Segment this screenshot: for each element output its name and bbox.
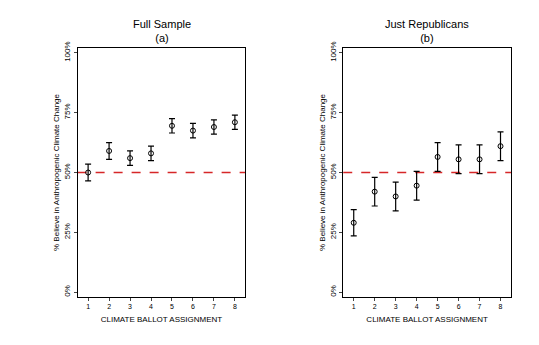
svg-text:% Believe in Anthropogenic Cli: % Believe in Anthropogenic Climate Chang…: [52, 93, 61, 251]
svg-text:100%: 100%: [63, 41, 72, 61]
svg-text:0%: 0%: [329, 285, 338, 297]
svg-text:100%: 100%: [329, 41, 338, 61]
svg-text:CLIMATE BALLOT ASSIGNMENT: CLIMATE BALLOT ASSIGNMENT: [366, 315, 488, 324]
svg-text:% Believe in Anthropogenic Cli: % Believe in Anthropogenic Climate Chang…: [318, 93, 327, 251]
svg-text:CLIMATE BALLOT ASSIGNMENT: CLIMATE BALLOT ASSIGNMENT: [101, 315, 223, 324]
svg-text:50%: 50%: [63, 163, 72, 179]
svg-text:4: 4: [149, 303, 153, 310]
svg-text:Just Republicans(b): Just Republicans(b): [385, 18, 469, 44]
svg-text:Full Sample(a): Full Sample(a): [133, 18, 191, 44]
svg-text:50%: 50%: [329, 163, 338, 179]
svg-text:4: 4: [415, 303, 419, 310]
svg-text:1: 1: [86, 303, 90, 310]
svg-text:75%: 75%: [63, 103, 72, 119]
svg-text:0%: 0%: [63, 285, 72, 297]
svg-text:25%: 25%: [329, 223, 338, 239]
svg-text:7: 7: [212, 303, 216, 310]
svg-text:25%: 25%: [63, 223, 72, 239]
svg-text:8: 8: [499, 303, 503, 310]
svg-text:5: 5: [170, 303, 174, 310]
svg-text:3: 3: [394, 303, 398, 310]
svg-text:8: 8: [233, 303, 237, 310]
svg-text:2: 2: [107, 303, 111, 310]
svg-text:7: 7: [478, 303, 482, 310]
svg-text:6: 6: [457, 303, 461, 310]
svg-text:75%: 75%: [329, 103, 338, 119]
svg-text:1: 1: [352, 303, 356, 310]
svg-text:6: 6: [191, 303, 195, 310]
svg-text:5: 5: [436, 303, 440, 310]
svg-text:2: 2: [373, 303, 377, 310]
svg-text:3: 3: [128, 303, 132, 310]
